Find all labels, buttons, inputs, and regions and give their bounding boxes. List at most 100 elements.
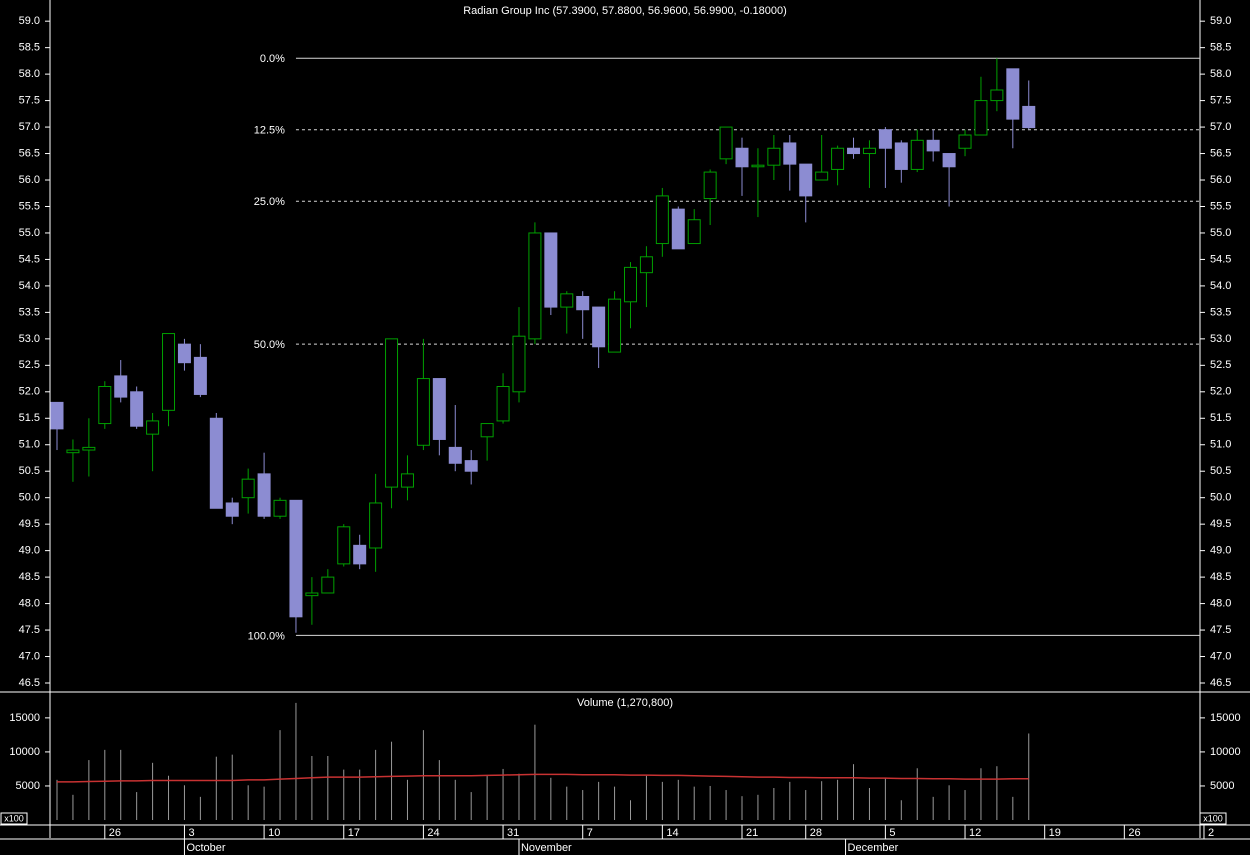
candle-body — [655, 195, 669, 245]
y-tick-label: 53.0 — [19, 333, 40, 345]
volume-unit-label: x100 — [1203, 813, 1223, 823]
x-tick-label: 12 — [969, 827, 981, 839]
y-tick-label: 47.0 — [19, 650, 40, 662]
candle-body — [799, 163, 813, 197]
x-tick-label: 28 — [810, 827, 822, 839]
y-tick-label: 57.0 — [1210, 121, 1231, 133]
y-tick-label: 54.0 — [1210, 280, 1231, 292]
y-tick-label: 50.0 — [19, 492, 40, 504]
candle-body — [608, 298, 622, 353]
candle-body — [576, 295, 590, 311]
candle-body — [815, 171, 829, 181]
candle-body — [146, 420, 160, 435]
candle-body — [847, 147, 861, 155]
y-tick-label: 55.0 — [1210, 227, 1231, 239]
candle-body — [209, 417, 223, 509]
y-tick-label: 51.0 — [19, 439, 40, 451]
candle-body — [910, 139, 924, 170]
candle-body — [98, 386, 112, 425]
fib-label: 50.0% — [254, 339, 285, 351]
x-tick-label: 17 — [348, 827, 360, 839]
y-tick-label: 51.5 — [19, 412, 40, 424]
candle-body — [114, 375, 128, 398]
x-tick-label: 14 — [666, 827, 678, 839]
candle-body — [544, 232, 558, 308]
candle-body — [162, 333, 176, 411]
month-label: November — [521, 842, 572, 854]
y-tick-label: 52.0 — [19, 386, 40, 398]
y-tick-label: 15000 — [1210, 712, 1241, 724]
volume-title: Volume (1,270,800) — [577, 697, 673, 709]
candle-body — [305, 592, 319, 597]
candle-body — [130, 391, 144, 427]
y-tick-label: 50.5 — [19, 465, 40, 477]
candle-body — [687, 219, 701, 245]
y-tick-label: 52.0 — [1210, 386, 1231, 398]
candle-body — [289, 499, 303, 618]
y-tick-label: 58.5 — [1210, 42, 1231, 54]
candle-body — [719, 126, 733, 160]
candle-body — [751, 164, 765, 168]
candle-body — [512, 335, 526, 393]
y-tick-label: 50.0 — [1210, 492, 1231, 504]
candle-body — [974, 100, 988, 136]
y-tick-label: 58.0 — [1210, 68, 1231, 80]
unit-box — [0, 812, 28, 825]
candle-body — [703, 171, 717, 200]
candle-body — [82, 446, 96, 451]
fib-label: 25.0% — [254, 196, 285, 208]
x-tick-label: 31 — [507, 827, 519, 839]
y-tick-label: 59.0 — [19, 15, 40, 27]
candle-body — [623, 266, 637, 303]
x-tick-label: 5 — [889, 827, 895, 839]
volume-moving-average — [57, 773, 1029, 783]
x-tick-label: 24 — [427, 827, 439, 839]
candle-body — [480, 423, 494, 438]
y-tick-label: 56.5 — [19, 147, 40, 159]
candle-body — [177, 343, 191, 364]
y-tick-label: 53.0 — [1210, 333, 1231, 345]
y-tick-label: 56.5 — [1210, 147, 1231, 159]
y-tick-label: 10000 — [1210, 746, 1241, 758]
y-tick-label: 58.0 — [19, 68, 40, 80]
y-tick-label: 51.0 — [1210, 439, 1231, 451]
candle-body — [942, 153, 956, 168]
y-tick-label: 56.0 — [1210, 174, 1231, 186]
x-tick-label: 10 — [268, 827, 280, 839]
candle-body — [592, 306, 606, 348]
candle-body — [528, 232, 542, 340]
candle-body — [926, 139, 940, 152]
month-label: October — [186, 842, 225, 854]
y-tick-label: 54.5 — [1210, 253, 1231, 265]
candle-body — [894, 142, 908, 170]
y-tick-label: 48.0 — [1210, 597, 1231, 609]
y-tick-label: 57.5 — [1210, 95, 1231, 107]
candle-body — [767, 147, 781, 166]
candle-body — [337, 526, 351, 565]
y-tick-label: 5000 — [16, 780, 40, 792]
candle-body — [958, 134, 972, 149]
candle-body — [448, 446, 462, 464]
y-tick-label: 53.5 — [1210, 306, 1231, 318]
y-tick-label: 15000 — [9, 712, 40, 724]
y-tick-label: 48.5 — [19, 571, 40, 583]
fib-label: 12.5% — [254, 125, 285, 137]
y-tick-label: 51.5 — [1210, 412, 1231, 424]
y-tick-label: 48.0 — [19, 597, 40, 609]
candle-body — [1022, 105, 1036, 129]
y-tick-label: 52.5 — [1210, 359, 1231, 371]
y-tick-label: 46.5 — [1210, 677, 1231, 689]
candle-body — [241, 478, 255, 499]
y-tick-label: 49.0 — [19, 545, 40, 557]
candle-body — [257, 473, 271, 517]
candle-body — [369, 502, 383, 549]
chart-title: Radian Group Inc (57.3900, 57.8800, 56.9… — [463, 5, 787, 17]
x-tick-label: 26 — [109, 827, 121, 839]
y-tick-label: 52.5 — [19, 359, 40, 371]
x-tick-label: 3 — [188, 827, 194, 839]
y-tick-label: 57.0 — [19, 121, 40, 133]
candle-body — [496, 386, 510, 422]
y-tick-label: 53.5 — [19, 306, 40, 318]
y-tick-label: 55.5 — [1210, 200, 1231, 212]
candle-body — [193, 356, 207, 395]
